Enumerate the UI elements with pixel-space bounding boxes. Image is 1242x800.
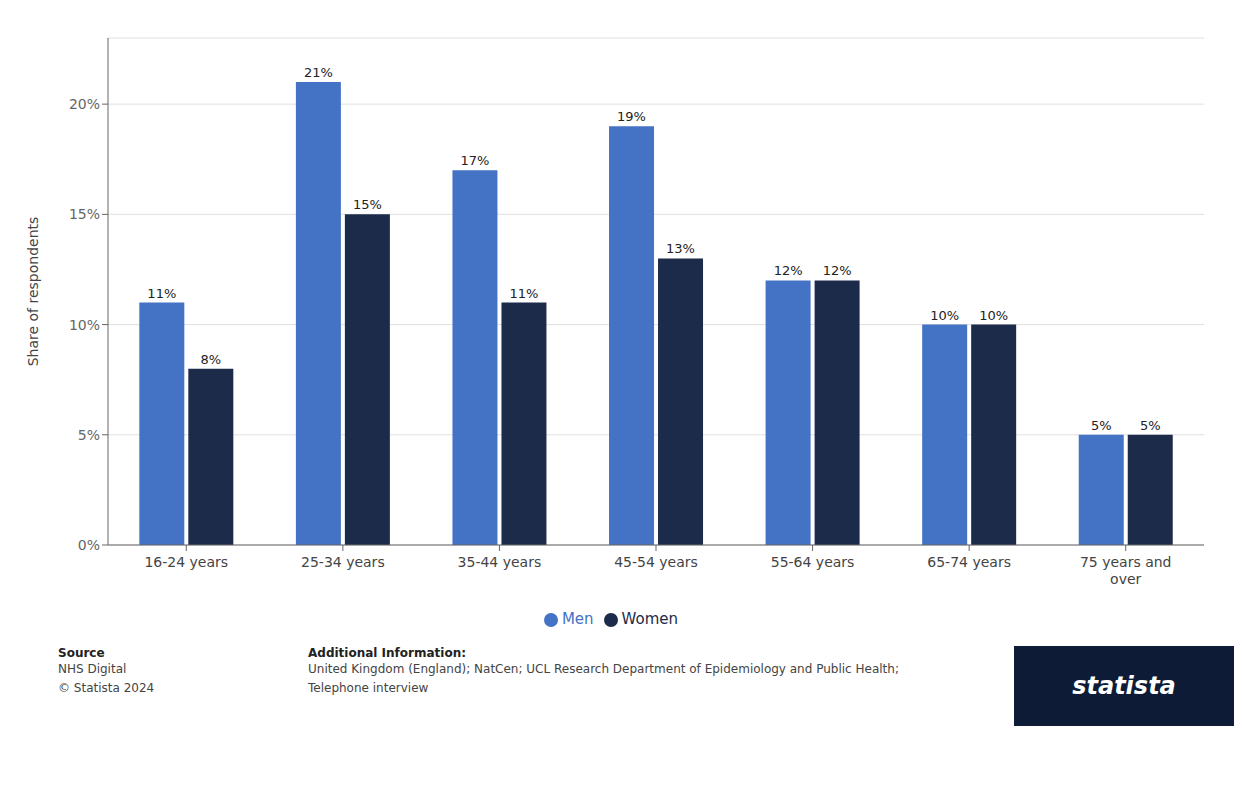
svg-text:21%: 21% — [304, 65, 333, 80]
svg-text:15%: 15% — [353, 197, 382, 212]
html-text:Telephone interview: Telephone interview — [308, 681, 429, 696]
svg-text:16-24 years: 16-24 years — [144, 554, 228, 570]
svg-text:17%: 17% — [461, 153, 490, 168]
svg-text:Share of respondents: Share of respondents — [25, 217, 41, 367]
svg-text:5%: 5% — [1091, 418, 1112, 433]
html-text:United Kingdom (England); NatC: United Kingdom (England); NatCen; UCL Re… — [308, 662, 899, 676]
svg-text:10%: 10% — [979, 308, 1008, 323]
svg-text:0%: 0% — [78, 537, 100, 553]
svg-text:11%: 11% — [510, 286, 539, 301]
svg-text:12%: 12% — [823, 263, 852, 278]
svg-text:5%: 5% — [78, 427, 100, 443]
html-text:Men: Men — [561, 610, 594, 628]
html-text:Additional Information:: Additional Information: — [308, 646, 466, 660]
svg-text:55-64 years: 55-64 years — [771, 554, 855, 570]
svg-text:11%: 11% — [147, 286, 176, 301]
svg-text:45-54 years: 45-54 years — [614, 554, 698, 570]
svg-text:65-74 years: 65-74 years — [927, 554, 1011, 570]
svg-text:19%: 19% — [617, 109, 646, 124]
html-text:NHS Digital: NHS Digital — [58, 662, 127, 676]
html-text:Women: Women — [621, 610, 679, 628]
html-text:statista: statista — [1072, 672, 1176, 700]
svg-text:15%: 15% — [69, 206, 100, 222]
svg-text:5%: 5% — [1140, 418, 1161, 433]
html-text:Source: Source — [58, 646, 105, 660]
svg-text:25-34 years: 25-34 years — [301, 554, 385, 570]
svg-text:75 years andover: 75 years andover — [1080, 554, 1172, 587]
svg-text:20%: 20% — [69, 96, 100, 112]
html-text:© Statista 2024: © Statista 2024 — [58, 681, 155, 696]
svg-text:8%: 8% — [201, 352, 222, 367]
svg-text:35-44 years: 35-44 years — [458, 554, 542, 570]
svg-text:10%: 10% — [930, 308, 959, 323]
svg-text:13%: 13% — [666, 241, 695, 256]
svg-text:12%: 12% — [774, 263, 803, 278]
svg-text:10%: 10% — [69, 317, 100, 333]
